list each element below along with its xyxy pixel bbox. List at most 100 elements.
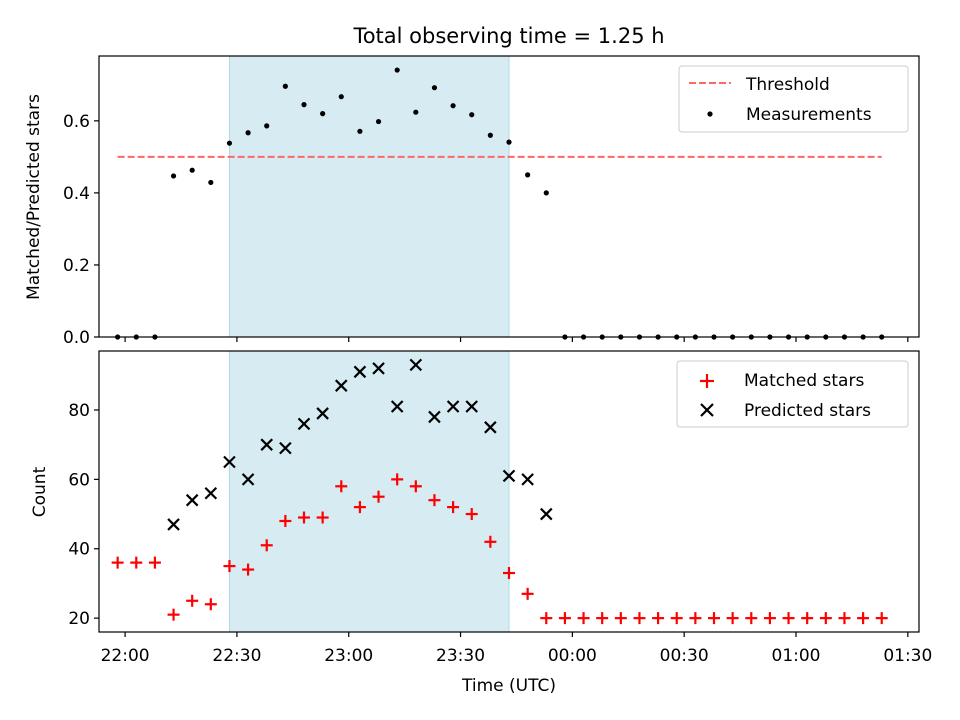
x-tick-label: 01:00 — [772, 646, 821, 666]
predicted-stars-point — [539, 507, 553, 521]
predicted-stars-point — [223, 455, 236, 469]
predicted-stars-point — [484, 421, 497, 434]
predicted-stars-point — [353, 365, 367, 379]
measurement-point — [264, 123, 270, 129]
x-tick-label: 22:00 — [101, 646, 150, 666]
measurement-point — [320, 111, 326, 117]
predicted-stars-point — [372, 362, 385, 375]
y-tick-label: 80 — [68, 401, 90, 421]
x-tick-label: 23:00 — [324, 646, 373, 666]
measurement-point — [431, 85, 438, 91]
bottom-legend: Matched stars Predicted stars — [676, 360, 909, 428]
predicted-stars-point — [316, 407, 329, 420]
y-tick-label: 60 — [68, 470, 90, 490]
measurement-point — [469, 112, 475, 118]
x-tick-label: 01:30 — [883, 646, 932, 666]
bottom-legend-box — [676, 360, 909, 428]
matched-stars-point — [763, 612, 776, 625]
predicted-stars-point — [334, 379, 348, 392]
measurement-point — [338, 94, 344, 100]
y-tick-label: 40 — [68, 540, 90, 560]
predicted-stars-point — [428, 410, 441, 424]
matched-stars-point — [223, 560, 236, 573]
matched-stars-point — [577, 612, 590, 625]
bottom-panel-frame — [98, 350, 920, 633]
predicted-stars-point — [521, 473, 534, 486]
measurement-point — [245, 130, 251, 136]
matched-stars-point — [148, 556, 161, 569]
legend-measurements-label: Measurements — [746, 105, 872, 125]
matched-stars-point — [838, 612, 851, 625]
x-tick-label: 22:30 — [212, 646, 261, 666]
y-tick-label: 0.2 — [63, 256, 90, 276]
predicted-stars-point — [204, 486, 218, 500]
measurement-point — [170, 173, 177, 179]
predicted-stars-point — [241, 473, 255, 486]
measurement-point — [506, 139, 512, 145]
matched-stars-point — [558, 612, 571, 625]
predicted-stars-point — [465, 400, 479, 413]
matched-stars-point — [782, 612, 795, 625]
predicted-stars-point — [167, 518, 180, 531]
y-tick-label: 0.4 — [63, 184, 90, 204]
matched-stars-point — [801, 612, 814, 625]
measurement-point — [543, 190, 549, 196]
legend-matched-swatch — [700, 374, 714, 388]
matched-stars-point — [614, 612, 627, 625]
measurement-point — [189, 167, 195, 173]
predicted-stars-point — [297, 417, 311, 431]
measurement-point — [282, 83, 288, 89]
matched-stars-point — [689, 612, 702, 625]
matched-stars-point — [503, 567, 515, 580]
matched-stars-point — [130, 556, 143, 569]
matched-stars-point — [167, 608, 180, 621]
matched-stars-point — [819, 612, 832, 625]
matched-stars-point — [316, 511, 329, 524]
predicted-stars-point — [502, 469, 516, 483]
observing-window-span — [228, 350, 510, 633]
matched-stars-point — [521, 587, 534, 600]
matched-stars-point — [484, 535, 497, 548]
matched-stars-point — [857, 612, 870, 625]
x-tick-label: 00:30 — [660, 646, 709, 666]
matched-stars-point — [335, 480, 348, 493]
predicted-stars-point — [390, 400, 404, 413]
legend-threshold-label: Threshold — [745, 75, 830, 95]
y-tick-label: 20 — [68, 609, 90, 629]
predicted-stars-point — [185, 493, 199, 507]
matched-stars-point — [708, 612, 720, 625]
measurement-point — [394, 67, 400, 73]
observing-window-span — [228, 55, 510, 338]
predicted-stars-point — [279, 441, 292, 455]
matched-stars-point — [540, 612, 553, 625]
legend-predicted-label: Predicted stars — [744, 401, 871, 421]
top-panel: 0.0 0.2 0.4 0.6 Matched/Predicted stars Thr… — [24, 55, 920, 348]
matched-stars-point — [204, 598, 217, 611]
predicted-stars-point — [446, 400, 460, 413]
matched-stars-point — [242, 563, 255, 576]
y-tick-label: 0.6 — [63, 112, 90, 132]
matched-stars-point — [409, 480, 422, 493]
matched-stars-point — [279, 514, 292, 527]
top-legend-box — [678, 65, 909, 133]
y-tick-label: 0.0 — [63, 328, 90, 348]
bottom-y-axis-label: Count — [30, 466, 50, 517]
measurement-point — [301, 102, 307, 108]
measurement-point — [450, 103, 456, 109]
measurement-point — [226, 140, 233, 146]
matched-stars-point — [111, 556, 124, 569]
matched-stars-point — [372, 490, 385, 503]
measurement-point — [375, 118, 382, 125]
matched-stars-point — [391, 473, 404, 486]
matched-stars-point — [745, 612, 758, 625]
matched-stars-point — [428, 494, 441, 507]
matched-stars-point — [465, 508, 478, 521]
matched-stars-point — [670, 612, 683, 625]
matched-stars-point — [186, 594, 199, 607]
measurement-point — [487, 132, 493, 138]
x-axis-label: Time (UTC) — [461, 676, 556, 696]
matched-stars-point — [652, 612, 665, 625]
bottom-panel: 20 40 60 80 22:00 22:30 23:00 23:30 00:00 00:30 0… — [30, 350, 932, 696]
x-tick-label: 00:00 — [548, 646, 597, 666]
predicted-stars-point — [409, 358, 423, 372]
